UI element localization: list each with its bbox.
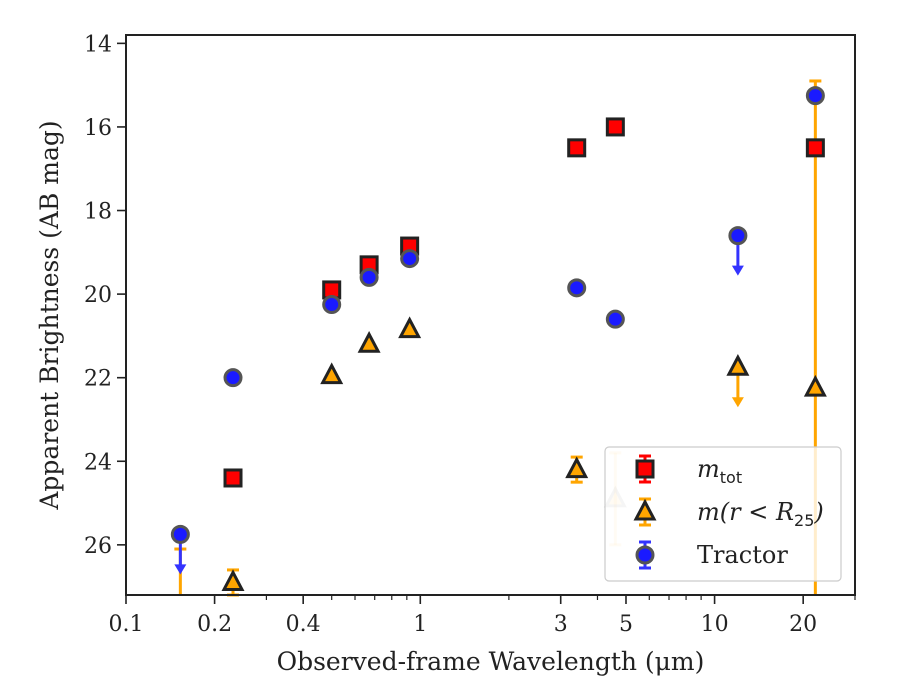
upper-limit-arrow-head [731,265,744,276]
data-point-m_r25 [357,331,381,353]
data-point-tractor [170,524,190,544]
data-point-m_r25 [726,354,750,376]
legend-marker-tractor [635,545,655,565]
data-point-tractor [359,267,379,287]
x-tick-label: 1 [413,612,427,637]
data-point-tractor [605,309,625,329]
data-point-tractor [567,278,587,298]
y-tick-label: 24 [84,450,112,475]
legend-label-main: m [697,455,720,483]
x-tick-label: 0.2 [197,612,232,637]
legend-label-subscript: 25 [794,511,814,530]
plot-frame [125,34,856,596]
data-point-m_tot [567,138,587,158]
x-tick-label: 3 [554,612,568,637]
x-axis-ticks: 0.1 0.2 0.4 1 3 5 10 20 [109,595,856,637]
legend-label-main: m(r < R [697,498,794,526]
x-tick-label: 10 [701,612,729,637]
x-tick-label: 0.1 [109,612,144,637]
data-point-tractor [223,368,243,388]
data-point-m_r25 [398,316,422,339]
data-point-tractor [805,86,825,106]
data-point-tractor [728,226,748,246]
data-point-m_tot [805,138,825,158]
y-tick-label: 18 [84,200,112,225]
x-axis-title: Observed-frame Wavelength (μm) [277,647,705,676]
legend-box [604,446,842,582]
y-axis-title: Apparent Brightness (AB mag) [35,120,64,510]
y-tick-label: 14 [84,32,112,57]
legend: mtot m(r < R25) Tractor [604,446,842,582]
legend-label-tractor: Tractor [697,541,788,569]
upper-limit-arrow-head [731,397,744,408]
y-tick-label: 20 [84,283,112,308]
y-tick-label: 26 [84,534,112,559]
y-axis-ticks: 14 16 18 20 22 24 26 [84,32,126,559]
x-tick-label: 5 [619,612,633,637]
legend-label-subscript: tot [720,468,742,487]
data-point-m_r25 [221,569,245,591]
data-point-m_tot [223,468,243,488]
upper-limit-arrow-head [174,564,187,575]
x-tick-label: 20 [789,612,817,637]
legend-marker-m_r25 [633,498,657,521]
data-point-tractor [400,249,420,269]
x-tick-label: 0.4 [286,612,321,637]
y-tick-label: 22 [84,367,112,392]
legend-marker-m_tot [635,459,655,479]
data-point-m_r25 [565,456,589,479]
legend-label-m_r25: m(r < R25) [697,498,824,530]
legend-label-m_tot: mtot [697,455,742,487]
y-tick-label: 16 [84,116,112,141]
data-point-m_tot [605,117,625,137]
legend-label-main: Tractor [697,541,788,569]
data-point-m_r25 [320,362,344,385]
data-point-tractor [322,295,342,315]
data-point-m_r25 [803,374,827,397]
legend-label-end: ) [813,498,823,526]
